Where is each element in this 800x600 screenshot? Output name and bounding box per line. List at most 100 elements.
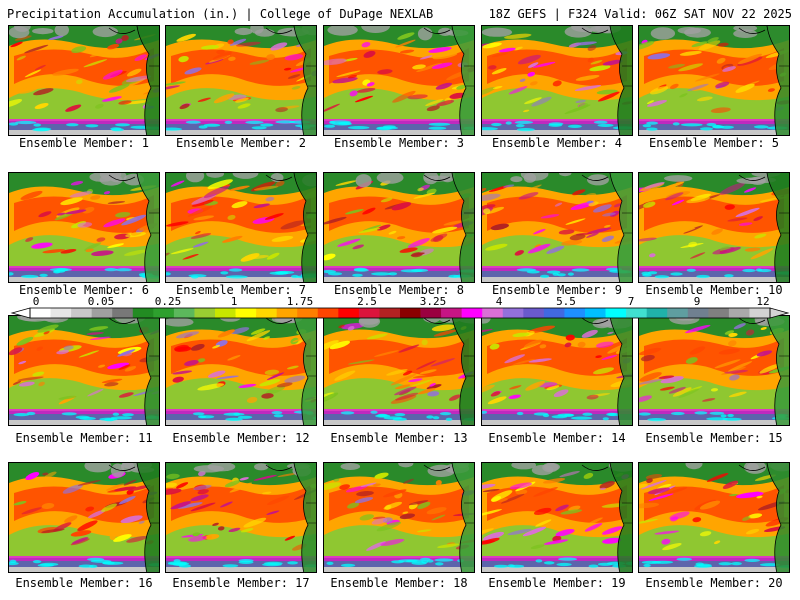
ensemble-member-label: Ensemble Member: 4 xyxy=(491,136,623,150)
ensemble-member-label: Ensemble Member: 15 xyxy=(645,431,783,445)
ensemble-member-label: Ensemble Member: 2 xyxy=(175,136,307,150)
color-scale-swatch xyxy=(132,308,154,318)
precip-map xyxy=(9,316,159,425)
ensemble-map-panel xyxy=(481,172,633,283)
ensemble-map-panel xyxy=(323,172,475,283)
color-scale-tick-label: 1 xyxy=(230,295,238,308)
ensemble-map-panel xyxy=(481,462,633,573)
valid-time: 18Z GEFS | F324 Valid: 06Z SAT NOV 22 20… xyxy=(488,7,792,21)
ensemble-member-label: Ensemble Member: 10 xyxy=(645,283,783,297)
chart-title: Precipitation Accumulation (in.) | Colle… xyxy=(7,7,434,21)
min-arrow xyxy=(10,307,31,319)
precip-map xyxy=(482,26,632,135)
ensemble-map-panel xyxy=(638,462,790,573)
color-scale-swatch xyxy=(173,308,195,318)
ensemble-map-panel xyxy=(165,25,317,136)
ensemble-map-panel xyxy=(638,172,790,283)
color-scale-tick-label: 7 xyxy=(627,295,635,308)
ensemble-member-label: Ensemble Member: 1 xyxy=(18,136,150,150)
ensemble-map-panel xyxy=(8,462,160,573)
ensemble-map-panel xyxy=(323,315,475,426)
precip-map xyxy=(9,26,159,135)
color-scale-swatch xyxy=(71,308,92,318)
color-scale-swatch xyxy=(667,308,689,318)
ensemble-map-panel xyxy=(638,315,790,426)
precip-map xyxy=(324,26,474,135)
color-scale-swatch xyxy=(91,308,113,318)
color-scale-swatch xyxy=(297,308,319,318)
color-scale-swatch xyxy=(626,308,647,318)
color-scale-tick-label: 0.05 xyxy=(87,295,115,308)
color-scale-tick-label: 0 xyxy=(32,295,40,308)
color-scale-swatch xyxy=(215,308,236,318)
color-scale-swatch xyxy=(585,308,606,318)
color-scale-swatch xyxy=(379,308,401,318)
ensemble-member-label: Ensemble Member: 3 xyxy=(333,136,465,150)
color-scale-swatch xyxy=(708,308,730,318)
ensemble-member-label: Ensemble Member: 11 xyxy=(15,431,153,445)
color-scale-tick-label: 9 xyxy=(693,295,701,308)
precip-map xyxy=(482,316,632,425)
color-scale-swatch xyxy=(235,308,257,318)
ensemble-map-panel xyxy=(8,315,160,426)
ensemble-member-label: Ensemble Member: 18 xyxy=(330,576,468,590)
precip-map xyxy=(639,173,789,282)
ensemble-member-label: Ensemble Member: 9 xyxy=(491,283,623,297)
color-scale-swatch xyxy=(400,308,421,318)
color-scale-tick-label: 12 xyxy=(756,295,770,308)
ensemble-map-panel xyxy=(165,172,317,283)
precip-map xyxy=(324,316,474,425)
color-scale-swatch xyxy=(502,308,524,318)
precip-map xyxy=(9,463,159,572)
ensemble-member-label: Ensemble Member: 17 xyxy=(172,576,310,590)
precip-map xyxy=(9,173,159,282)
precip-map xyxy=(166,26,316,135)
ensemble-member-label: Ensemble Member: 8 xyxy=(333,283,465,297)
ensemble-map-panel xyxy=(165,462,317,573)
ensemble-map-panel xyxy=(481,315,633,426)
color-scale-swatch xyxy=(482,308,504,318)
color-scale-swatch xyxy=(441,308,462,318)
color-scale-tick-label: 2.5 xyxy=(357,295,377,308)
ensemble-member-label: Ensemble Member: 6 xyxy=(18,283,150,297)
color-scale-swatch xyxy=(564,308,586,318)
color-scale-swatch xyxy=(50,308,72,318)
color-scale-swatch xyxy=(543,308,565,318)
color-scale-swatch xyxy=(461,308,483,318)
color-scale-swatch xyxy=(276,308,298,318)
ensemble-map-panel xyxy=(8,25,160,136)
ensemble-member-label: Ensemble Member: 7 xyxy=(175,283,307,297)
ensemble-map-panel xyxy=(8,172,160,283)
color-scale-swatch xyxy=(30,308,51,318)
ensemble-member-label: Ensemble Member: 13 xyxy=(330,431,468,445)
precip-map xyxy=(166,316,316,425)
color-scale-swatch xyxy=(153,308,175,318)
color-scale-tick-label: 4 xyxy=(495,295,503,308)
precip-map xyxy=(639,26,789,135)
color-scale-bar xyxy=(10,306,790,320)
precip-map xyxy=(166,173,316,282)
max-arrow xyxy=(769,307,790,319)
color-scale-swatch xyxy=(523,308,545,318)
ensemble-map-panel xyxy=(165,315,317,426)
color-scale-swatch xyxy=(728,308,750,318)
ensemble-map-panel xyxy=(481,25,633,136)
color-scale-swatch xyxy=(112,308,134,318)
ensemble-member-label: Ensemble Member: 20 xyxy=(645,576,783,590)
color-scale-swatch xyxy=(420,308,442,318)
color-scale-swatch xyxy=(687,308,709,318)
ensemble-member-label: Ensemble Member: 12 xyxy=(172,431,310,445)
color-scale-tick-label: 1.75 xyxy=(286,295,314,308)
precip-map xyxy=(639,316,789,425)
precip-map xyxy=(324,463,474,572)
ensemble-map-panel xyxy=(323,462,475,573)
precip-map xyxy=(324,173,474,282)
ensemble-map-panel xyxy=(638,25,790,136)
color-scale-swatch xyxy=(749,308,771,318)
color-scale-swatch xyxy=(194,308,216,318)
color-scale-tick-label: 5.5 xyxy=(556,295,576,308)
color-scale-tick-label: 0.25 xyxy=(154,295,182,308)
precip-map xyxy=(482,173,632,282)
color-scale-swatch xyxy=(317,308,339,318)
color-scale-swatch xyxy=(338,308,360,318)
